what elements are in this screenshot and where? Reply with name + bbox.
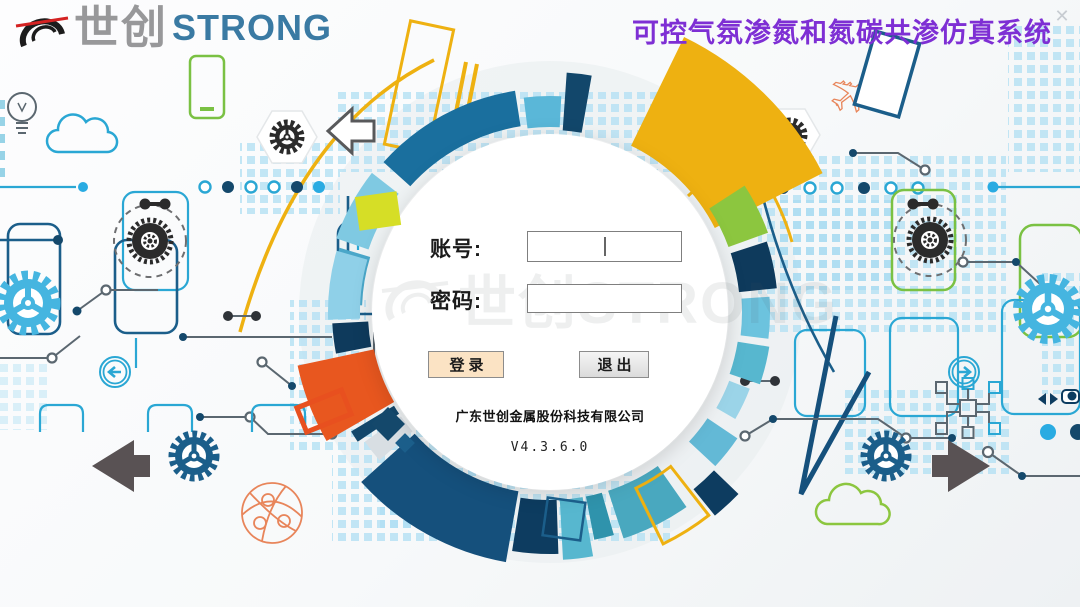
account-input[interactable] (527, 231, 682, 262)
phone-icon (188, 54, 226, 120)
logo-swoosh-icon (15, 16, 69, 48)
circle-arrow-left-icon (99, 356, 131, 388)
gear-icon (1013, 274, 1080, 344)
exit-button[interactable]: 退出 (579, 351, 649, 378)
edge-dashes (0, 100, 5, 177)
gear-icon (860, 430, 912, 482)
password-input[interactable] (527, 284, 682, 313)
gear-icon (0, 270, 61, 336)
close-icon[interactable]: ✕ (1054, 6, 1070, 26)
gear-icon (168, 430, 220, 482)
arrow-left-solid-icon (92, 440, 150, 492)
circle-arrow-right-icon (948, 356, 980, 388)
globe-icon (241, 482, 303, 544)
password-label: 密码: (430, 290, 482, 313)
version-number: V4.3.6.0 (510, 440, 590, 455)
app-title: 可控气氛渗氮和氮碳共渗仿真系统 (632, 18, 1052, 48)
company-name: 广东世创金属股份科技有限公司 (455, 409, 645, 424)
arrow-left-outline-icon (325, 105, 376, 157)
media-buttons-icon (1038, 389, 1080, 440)
circuit-left (0, 180, 404, 440)
text-caret (604, 237, 606, 256)
account-label: 账号: (430, 238, 482, 261)
bulb-icon (7, 92, 37, 134)
tilted-frame (852, 28, 922, 120)
arrow-right-solid-icon (932, 440, 990, 492)
cloud-icon (45, 113, 119, 154)
logo-text-en: STRONG (172, 7, 333, 48)
cloud-icon (814, 482, 891, 526)
ring-segments (297, 37, 823, 563)
circuit-tree-icon (935, 377, 1001, 439)
wheel-icon (893, 198, 967, 277)
ring-overlay-shapes (293, 191, 891, 542)
brand-logo: 世创 STRONG (14, 2, 332, 54)
logo-text-cn: 世创 (74, 2, 169, 53)
login-button[interactable]: 登录 (428, 351, 504, 378)
wheel-icon (113, 198, 187, 278)
gear-badge-icon (256, 110, 318, 164)
